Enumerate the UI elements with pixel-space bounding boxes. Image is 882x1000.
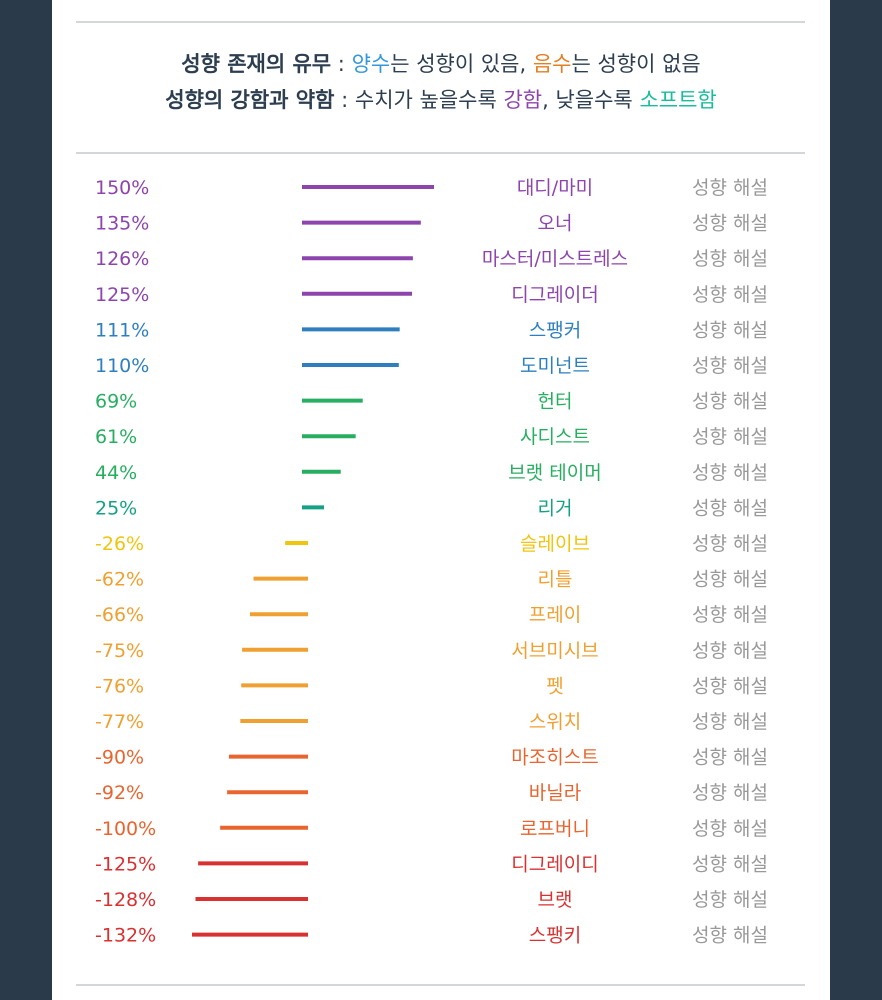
tendency-description-link[interactable]: 성향 해설 xyxy=(692,284,768,306)
tendency-description-link[interactable]: 성향 해설 xyxy=(692,355,768,377)
value-label: -75% xyxy=(95,640,144,662)
value-label: -90% xyxy=(95,747,144,769)
value-label: -132% xyxy=(95,925,156,947)
value-label: 25% xyxy=(95,497,137,519)
value-label: -100% xyxy=(95,818,156,840)
tendency-name: 마조히스트 xyxy=(511,747,598,769)
tendency-name: 디그레이더 xyxy=(511,284,598,306)
tendency-name: 프레이 xyxy=(529,604,581,626)
tendency-description-link[interactable]: 성향 해설 xyxy=(692,177,768,199)
tendency-description-link[interactable]: 성향 해설 xyxy=(692,925,768,947)
tendency-name: 디그레이디 xyxy=(511,853,598,875)
tendency-name: 스팽키 xyxy=(529,925,581,947)
tendency-name: 브랫 xyxy=(538,889,573,911)
value-label: 126% xyxy=(95,248,149,270)
tendency-description-link[interactable]: 성향 해설 xyxy=(692,640,768,662)
tendency-description-link[interactable]: 성향 해설 xyxy=(692,747,768,769)
legend-strength-title: 성향의 강함과 약함 xyxy=(165,88,335,112)
tendency-name: 브랫 테이머 xyxy=(508,462,601,484)
tendency-description-link[interactable]: 성향 해설 xyxy=(692,675,768,697)
tendency-name: 헌터 xyxy=(538,391,573,413)
tendency-description-link[interactable]: 성향 해설 xyxy=(692,391,768,413)
legend-strong-word: 강함 xyxy=(503,88,543,112)
tendency-name: 리거 xyxy=(538,497,573,519)
legend-soft-word: 소프트함 xyxy=(639,88,717,112)
value-label: 111% xyxy=(95,319,149,341)
legend-positive-word: 양수 xyxy=(351,52,391,76)
tendency-name: 도미넌트 xyxy=(520,355,590,377)
tendency-name: 바닐라 xyxy=(529,782,581,804)
tendency-name: 스팽커 xyxy=(529,319,581,341)
main-panel: 성향 존재의 유무 : 양수는 성향이 있음, 음수는 성향이 없음 성향의 강… xyxy=(52,0,830,1000)
tendency-name: 로프버니 xyxy=(520,818,590,840)
tendency-description-link[interactable]: 성향 해설 xyxy=(692,319,768,341)
value-label: 61% xyxy=(95,426,137,448)
value-label: 110% xyxy=(95,355,149,377)
value-label: 69% xyxy=(95,391,137,413)
value-label: -128% xyxy=(95,889,156,911)
value-label: 44% xyxy=(95,462,137,484)
legend-strength-sep: : 수치가 높을수록 xyxy=(334,88,504,112)
tendency-description-link[interactable]: 성향 해설 xyxy=(692,533,768,555)
tendency-description-link[interactable]: 성향 해설 xyxy=(692,462,768,484)
legend-positive-text: 는 성향이 있음, xyxy=(390,52,533,76)
tendency-name: 스위치 xyxy=(529,711,581,733)
tendency-description-link[interactable]: 성향 해설 xyxy=(692,889,768,911)
tendency-name: 오너 xyxy=(538,213,573,235)
value-label: -125% xyxy=(95,853,156,875)
tendency-description-link[interactable]: 성향 해설 xyxy=(692,853,768,875)
tendency-description-link[interactable]: 성향 해설 xyxy=(692,569,768,591)
legend-strength-mid: , 낮을수록 xyxy=(542,88,640,112)
value-label: -76% xyxy=(95,675,144,697)
legend-negative-word: 음수 xyxy=(532,52,572,76)
value-label: 125% xyxy=(95,284,149,306)
legend-header: 성향 존재의 유무 : 양수는 성향이 있음, 음수는 성향이 없음 성향의 강… xyxy=(52,46,830,118)
tendency-description-link[interactable]: 성향 해설 xyxy=(692,248,768,270)
value-label: 135% xyxy=(95,213,149,235)
legend-presence-title: 성향 존재의 유무 xyxy=(181,52,332,76)
value-label: -62% xyxy=(95,569,144,591)
tendency-description-link[interactable]: 성향 해설 xyxy=(692,604,768,626)
tendency-name: 대디/마미 xyxy=(517,177,593,199)
tendency-description-link[interactable]: 성향 해설 xyxy=(692,497,768,519)
value-label: -26% xyxy=(95,533,144,555)
value-label: 150% xyxy=(95,177,149,199)
tendency-name: 사디스트 xyxy=(520,426,590,448)
top-divider xyxy=(76,21,805,23)
tendency-name: 서브미시브 xyxy=(511,640,598,662)
tendency-description-link[interactable]: 성향 해설 xyxy=(692,426,768,448)
value-label: -77% xyxy=(95,711,144,733)
legend-line-presence: 성향 존재의 유무 : 양수는 성향이 있음, 음수는 성향이 없음 xyxy=(52,46,830,82)
value-label: -66% xyxy=(95,604,144,626)
legend-sep: : xyxy=(331,52,352,76)
tendency-name: 펫 xyxy=(546,675,563,697)
header-divider xyxy=(76,152,805,154)
tendency-name: 리틀 xyxy=(538,569,573,591)
tendency-description-link[interactable]: 성향 해설 xyxy=(692,782,768,804)
tendency-name: 슬레이브 xyxy=(520,533,590,555)
bottom-divider xyxy=(76,984,805,986)
value-label: -92% xyxy=(95,782,144,804)
tendency-description-link[interactable]: 성향 해설 xyxy=(692,711,768,733)
tendency-name: 마스터/미스트레스 xyxy=(482,248,628,270)
tendency-description-link[interactable]: 성향 해설 xyxy=(692,213,768,235)
legend-line-strength: 성향의 강함과 약함 : 수치가 높을수록 강함, 낮을수록 소프트함 xyxy=(52,82,830,118)
legend-negative-text: 는 성향이 없음 xyxy=(571,52,701,76)
tendency-description-link[interactable]: 성향 해설 xyxy=(692,818,768,840)
